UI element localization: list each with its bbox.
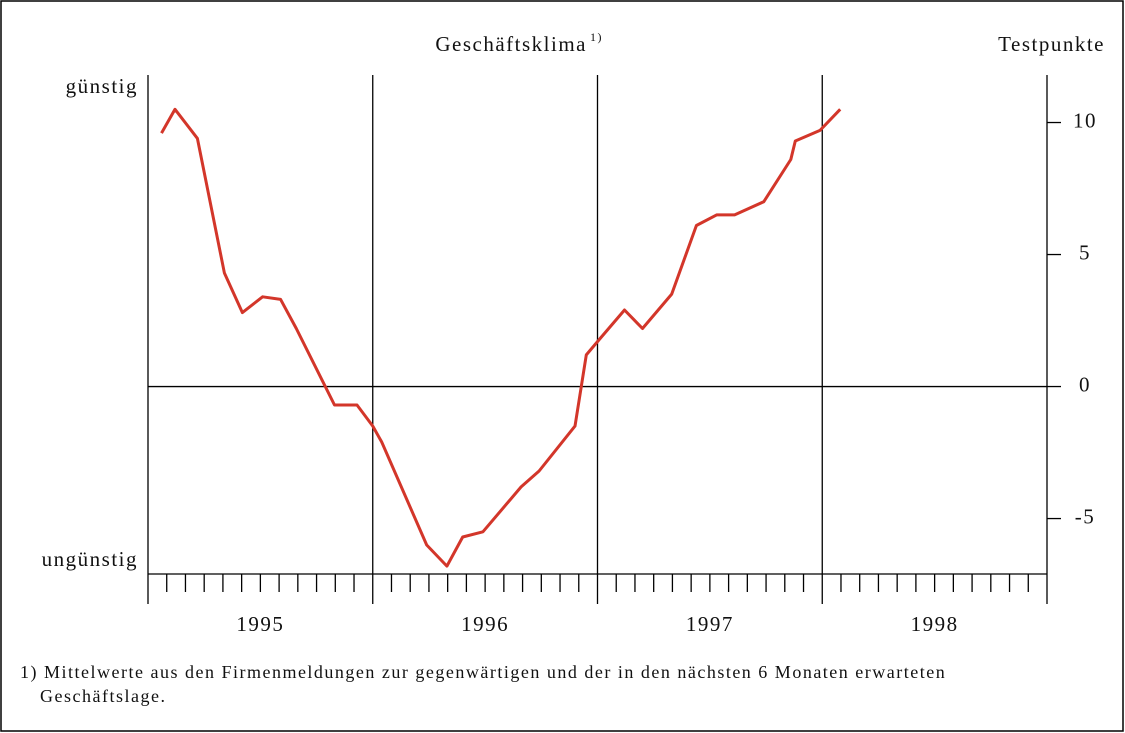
y-tick-label: 5	[1079, 240, 1091, 264]
y-tick-label: 10	[1073, 108, 1097, 132]
upper-label: günstig	[66, 74, 138, 98]
lower-label: ungünstig	[42, 547, 138, 571]
footnote: Geschäftslage.	[40, 686, 166, 706]
footnote: 1) Mittelwerte aus den Firmenmeldungen z…	[20, 662, 946, 683]
y-tick-label: -5	[1075, 504, 1096, 528]
y-axis-label: Testpunkte	[998, 32, 1105, 56]
title-note: 1)	[590, 30, 603, 44]
x-tick-label: 1998	[911, 612, 959, 636]
chart-title: Geschäftsklima	[435, 32, 587, 56]
x-tick-label: 1997	[686, 612, 734, 636]
data-line	[160, 107, 842, 568]
x-tick-label: 1995	[236, 612, 284, 636]
x-tick-label: 1996	[461, 612, 509, 636]
y-tick-label: 0	[1079, 372, 1091, 396]
